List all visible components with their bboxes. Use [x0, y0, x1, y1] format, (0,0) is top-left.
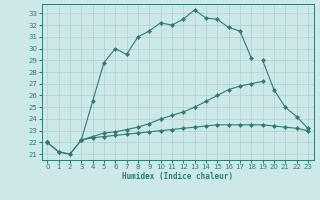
X-axis label: Humidex (Indice chaleur): Humidex (Indice chaleur): [122, 172, 233, 181]
